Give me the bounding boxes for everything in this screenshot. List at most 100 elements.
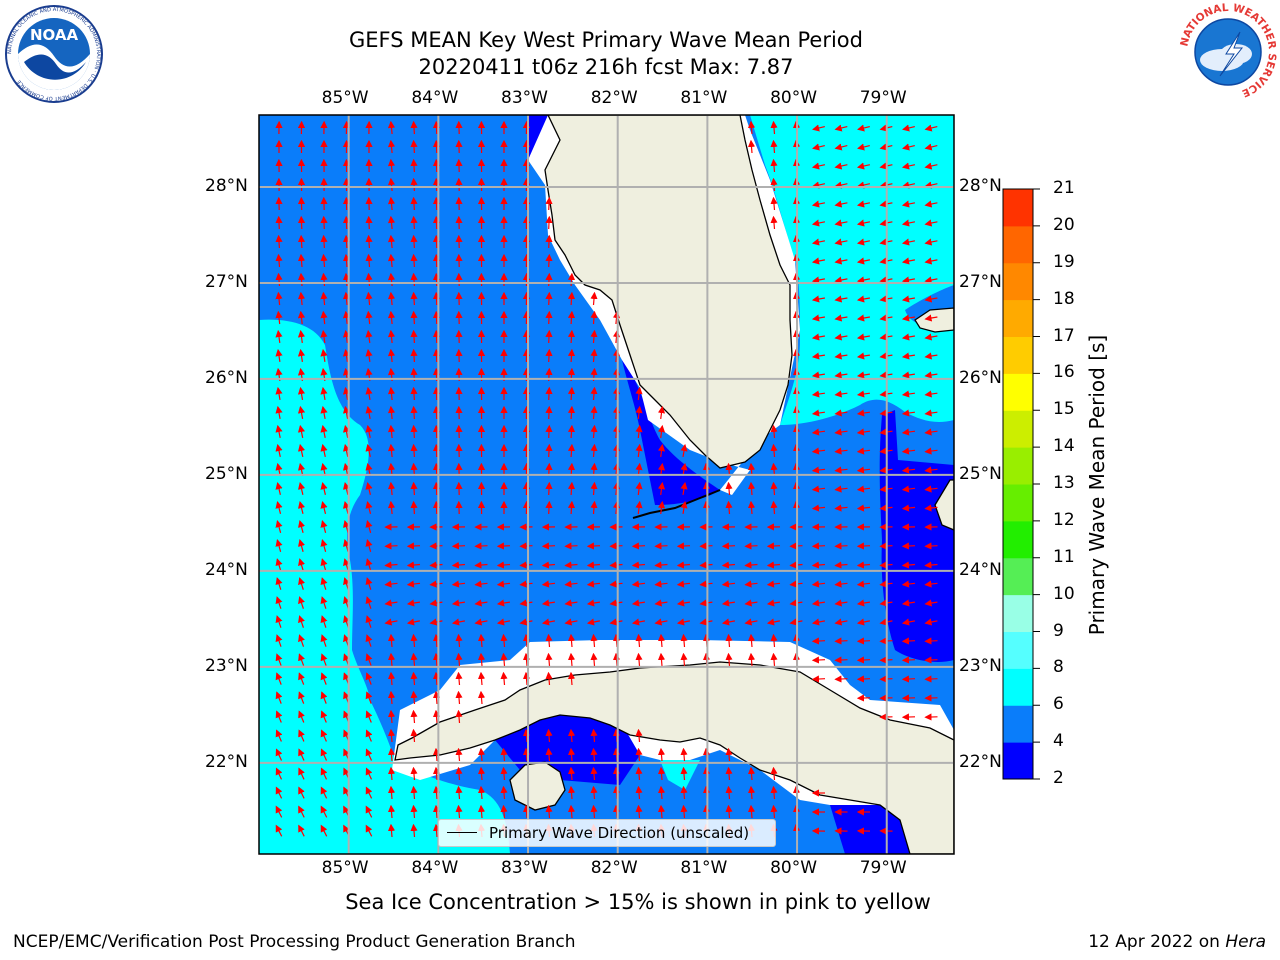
wave-direction-arrow: [725, 747, 733, 762]
wave-direction-arrow: [384, 542, 398, 550]
wave-direction-arrow: [432, 481, 441, 496]
wave-direction-arrow: [365, 443, 373, 458]
wave-direction-arrow: [590, 652, 598, 667]
colorbar-tick-label: 18: [1053, 288, 1075, 309]
wave-direction-arrow: [275, 634, 283, 647]
wave-direction-arrow: [586, 599, 600, 607]
wave-direction-arrow: [635, 785, 643, 800]
wave-direction-arrow: [657, 424, 666, 438]
wave-direction-arrow: [545, 329, 553, 344]
wave-direction-arrow: [320, 824, 328, 837]
wave-direction-arrow: [856, 428, 871, 436]
wave-direction-arrow: [856, 561, 871, 569]
wave-direction-arrow: [522, 671, 531, 686]
wave-direction-arrow: [901, 637, 916, 645]
lat-tick-label-left: 25°N: [205, 463, 248, 484]
wave-direction-arrow: [320, 691, 328, 704]
wave-direction-arrow: [834, 466, 848, 474]
wave-direction-arrow: [477, 747, 486, 762]
wave-direction-arrow: [811, 447, 826, 455]
colorbar-segment: [1003, 447, 1033, 485]
wave-direction-arrow: [590, 766, 598, 781]
wave-direction-arrow: [275, 767, 283, 780]
wave-direction-arrow: [567, 747, 576, 762]
wave-direction-arrow: [410, 405, 418, 420]
wave-direction-arrow: [680, 747, 688, 762]
wave-direction-arrow: [455, 690, 463, 705]
wave-direction-arrow: [680, 804, 688, 819]
lat-tick-label-left: 27°N: [205, 271, 248, 292]
wave-direction-arrow: [545, 671, 553, 686]
wave-direction-arrow: [474, 580, 488, 588]
wave-direction-arrow: [474, 542, 488, 550]
wave-direction-arrow: [541, 599, 555, 607]
wave-direction-arrow: [275, 596, 283, 609]
wave-direction-arrow: [834, 637, 848, 645]
wave-direction-arrow: [451, 618, 466, 626]
wave-direction-arrow: [432, 785, 441, 800]
wave-direction-arrow: [635, 386, 643, 401]
wave-direction-arrow: [721, 618, 736, 626]
wave-direction-arrow: [590, 443, 598, 458]
wave-direction-arrow: [432, 747, 441, 762]
wave-direction-arrow: [365, 386, 373, 401]
wave-direction-arrow: [410, 500, 418, 515]
footnote: Sea Ice Concentration > 15% is shown in …: [345, 890, 931, 914]
wave-direction-arrow: [429, 618, 443, 626]
wave-direction-arrow: [924, 637, 938, 645]
wave-direction-arrow: [519, 561, 533, 569]
lon-tick-label-top: 79°W: [859, 88, 907, 108]
wave-direction-arrow: [901, 504, 916, 512]
wave-direction-arrow: [387, 253, 396, 268]
wave-direction-arrow: [410, 690, 418, 705]
wave-direction-arrow: [477, 633, 486, 648]
wave-direction-arrow: [901, 580, 916, 588]
wave-direction-arrow: [387, 690, 396, 705]
wave-direction-arrow: [586, 618, 601, 626]
wave-direction-arrow: [387, 405, 396, 420]
wave-direction-arrow: [365, 748, 373, 761]
wave-direction-arrow: [770, 120, 778, 135]
colorbar-tick-label: 11: [1053, 546, 1075, 567]
wave-direction-arrow: [320, 482, 328, 495]
colorbar-segment: [1003, 705, 1033, 743]
colorbar-tick-label: 17: [1053, 325, 1075, 346]
wave-direction-arrow: [902, 124, 915, 132]
wave-direction-arrow: [770, 766, 778, 781]
wave-direction-arrow: [500, 766, 508, 781]
wave-direction-arrow: [496, 618, 511, 626]
wave-direction-arrow: [631, 580, 646, 588]
wave-direction-arrow: [365, 710, 373, 723]
wave-direction-arrow: [635, 405, 643, 420]
wave-direction-arrow: [477, 766, 486, 781]
colorbar-segment: [1003, 262, 1033, 301]
wave-direction-arrow: [657, 443, 666, 457]
wave-direction-arrow: [522, 747, 531, 762]
wave-direction-arrow: [365, 691, 373, 704]
wave-direction-arrow: [901, 561, 916, 569]
wave-direction-arrow: [924, 675, 938, 683]
wave-direction-arrow: [496, 580, 511, 588]
wave-direction-arrow: [365, 253, 373, 268]
wave-direction-arrow: [567, 424, 576, 439]
svg-text:NOAA: NOAA: [30, 26, 79, 44]
wave-direction-arrow: [545, 804, 553, 819]
wave-direction-arrow: [298, 748, 305, 761]
wave-direction-arrow: [635, 747, 643, 762]
colorbar-segment: [1003, 373, 1033, 411]
wave-direction-arrow: [365, 329, 373, 343]
wave-direction-arrow: [320, 786, 328, 799]
wave-direction-arrow: [811, 390, 825, 398]
wave-direction-arrow: [365, 272, 373, 287]
wave-direction-arrow: [387, 196, 396, 211]
colorbar-tick-label: 9: [1053, 620, 1064, 641]
wave-direction-arrow: [590, 481, 598, 496]
wave-direction-arrow: [343, 482, 351, 495]
wave-direction-arrow: [856, 333, 871, 341]
wave-direction-arrow: [811, 314, 826, 322]
wave-direction-arrow: [320, 558, 328, 571]
wave-direction-arrow: [387, 234, 396, 249]
wave-direction-arrow: [834, 333, 848, 341]
wave-direction-arrow: [766, 618, 781, 626]
